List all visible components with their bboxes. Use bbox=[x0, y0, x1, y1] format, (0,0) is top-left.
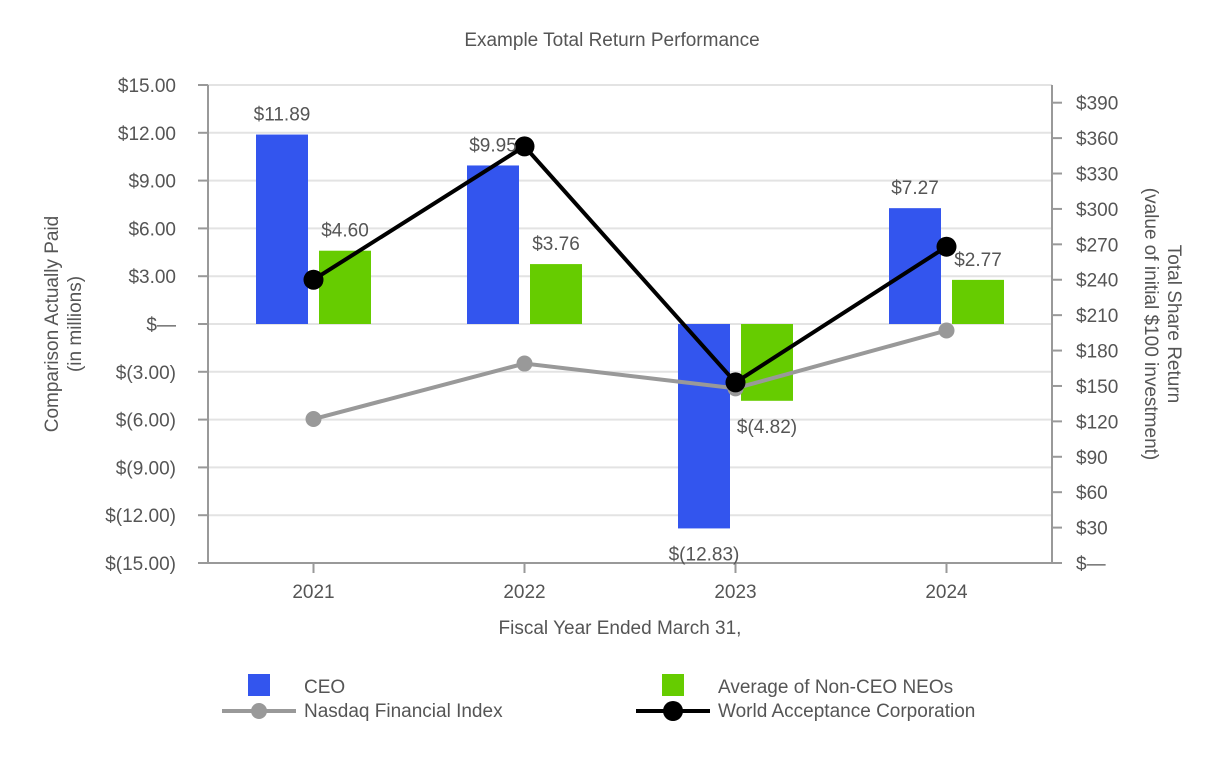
lines bbox=[303, 136, 957, 428]
right-tick-label: $330 bbox=[1076, 165, 1118, 186]
bar-data-label: $9.95 bbox=[469, 135, 517, 156]
left-tick-label: $9.00 bbox=[128, 172, 176, 193]
bar bbox=[467, 165, 519, 324]
legend-label-non-ceo: Average of Non-CEO NEOs bbox=[718, 677, 953, 698]
right-axis-label: Total Share Return(value of initial $100… bbox=[1140, 188, 1184, 460]
x-axis-label: Fiscal Year Ended March 31, bbox=[499, 618, 742, 639]
right-axis-label-line: Total Share Return bbox=[1163, 245, 1184, 403]
right-tick-label: $210 bbox=[1076, 306, 1118, 327]
left-tick-label: $(9.00) bbox=[116, 458, 176, 479]
series-line bbox=[312, 328, 948, 421]
bar-data-label: $(12.83) bbox=[669, 544, 740, 565]
right-tick-label: $150 bbox=[1076, 377, 1118, 398]
right-tick-label: $120 bbox=[1076, 412, 1118, 433]
series-point bbox=[305, 411, 322, 428]
bar bbox=[530, 264, 582, 324]
left-tick-label: $— bbox=[146, 315, 176, 336]
series-line bbox=[312, 143, 948, 386]
bar-data-label: $(4.82) bbox=[737, 417, 797, 438]
right-tick-label: $270 bbox=[1076, 235, 1118, 256]
right-tick-label: $— bbox=[1076, 554, 1106, 575]
right-tick-label: $240 bbox=[1076, 271, 1118, 292]
left-axis-label-line: Comparison Actually Paid bbox=[42, 216, 63, 433]
series-point bbox=[516, 355, 533, 372]
right-axis-label-line: (value of initial $100 investment) bbox=[1140, 188, 1161, 460]
bar bbox=[256, 134, 308, 324]
legend: CEO Average of Non-CEO NEOs Nasdaq Financi… bbox=[222, 674, 975, 722]
left-tick-label: $(6.00) bbox=[116, 411, 176, 432]
legend-swatch-non-ceo bbox=[662, 674, 684, 696]
left-tick-label: $6.00 bbox=[128, 219, 176, 240]
left-tick-label: $(15.00) bbox=[105, 554, 176, 575]
right-axis-label-group: Total Share Return(value of initial $100… bbox=[1140, 188, 1184, 460]
bar bbox=[678, 324, 730, 529]
left-tick-label: $12.00 bbox=[118, 124, 176, 145]
bars bbox=[256, 134, 1004, 529]
legend-label-world: World Acceptance Corporation bbox=[718, 701, 975, 722]
series-point bbox=[725, 372, 746, 393]
left-tick-label: $15.00 bbox=[118, 76, 176, 97]
right-tick-label: $30 bbox=[1076, 519, 1108, 540]
right-tick-label: $390 bbox=[1076, 94, 1118, 115]
right-tick-label: $60 bbox=[1076, 483, 1108, 504]
x-tick-label: 2024 bbox=[925, 582, 968, 603]
legend-swatch-ceo bbox=[248, 674, 270, 696]
bar-data-label: $11.89 bbox=[254, 105, 311, 126]
x-tick-label: 2022 bbox=[503, 582, 545, 603]
left-tick-label: $(3.00) bbox=[116, 363, 176, 384]
right-tick-label: $300 bbox=[1076, 200, 1118, 221]
legend-label-ceo: CEO bbox=[304, 677, 345, 698]
series-point bbox=[936, 236, 957, 257]
x-tick-label: 2023 bbox=[714, 582, 756, 603]
data-labels: $11.89 $9.95 $(12.83) $7.27 $4.60 $3.76 $(4.82… bbox=[254, 105, 1002, 566]
bar-data-label: $3.76 bbox=[532, 234, 580, 255]
left-tick-label: $3.00 bbox=[128, 267, 176, 288]
legend-label-nasdaq: Nasdaq Financial Index bbox=[304, 701, 503, 722]
left-tick-label: $(12.00) bbox=[105, 506, 176, 527]
bar bbox=[319, 250, 371, 324]
chart-title: Example Total Return Performance bbox=[464, 30, 759, 51]
legend-marker-nasdaq bbox=[251, 703, 267, 719]
series-point bbox=[303, 269, 324, 290]
legend-marker-world bbox=[663, 701, 683, 721]
left-axis-label: Comparison Actually Paid (in millions) bbox=[42, 216, 86, 433]
axes: $15.00 $12.00 $9.00 $6.00 $3.00 $— $(3.00) $(6.… bbox=[105, 76, 1118, 603]
bar bbox=[952, 279, 1004, 324]
right-tick-label: $180 bbox=[1076, 342, 1118, 363]
left-axis-label-line: (in millions) bbox=[65, 276, 86, 372]
right-tick-label: $90 bbox=[1076, 448, 1108, 469]
x-tick-label: 2021 bbox=[292, 582, 334, 603]
right-tick-label: $360 bbox=[1076, 129, 1118, 150]
bar-data-label: $7.27 bbox=[891, 178, 939, 199]
series-point bbox=[938, 322, 955, 339]
left-axis-label-group: Comparison Actually Paid (in millions) bbox=[42, 216, 86, 433]
bar-data-label: $2.77 bbox=[954, 250, 1002, 271]
series-point bbox=[514, 136, 535, 157]
bar-data-label: $4.60 bbox=[321, 221, 369, 242]
